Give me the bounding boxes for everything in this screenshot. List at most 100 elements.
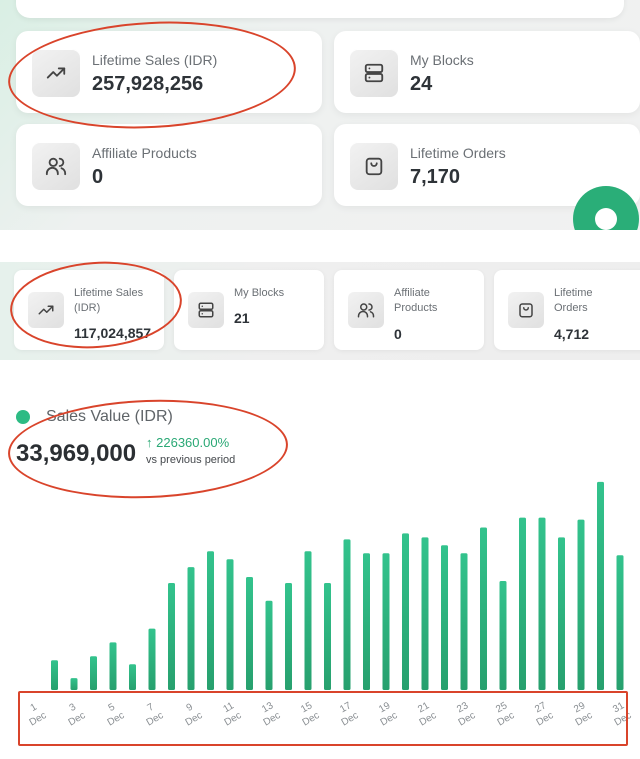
card-lifetime-orders[interactable]: Lifetime Orders 7,170: [334, 124, 640, 206]
tick-day: 23: [455, 700, 471, 715]
chart-bar[interactable]: [187, 567, 195, 690]
tick-month: Dec: [28, 710, 49, 728]
change-note: vs previous period: [146, 454, 236, 466]
tick-month: Dec: [106, 710, 127, 728]
chart-bar[interactable]: [441, 545, 448, 690]
card-affiliate-products[interactable]: Affiliate Products 0: [16, 124, 322, 206]
tick-day: 13: [260, 700, 276, 715]
card-value: 0: [92, 166, 104, 188]
card-lifetime-sales[interactable]: Lifetime Sales (IDR) 117,024,857: [14, 270, 164, 350]
card-label: My Blocks: [234, 287, 285, 299]
card-my-blocks[interactable]: My Blocks 21: [174, 270, 324, 350]
card-value: 7,170: [410, 166, 461, 188]
chart-bar[interactable]: [265, 600, 273, 690]
card-value: 24: [410, 73, 433, 95]
chart-bar[interactable]: [148, 628, 156, 690]
users-icon: [348, 292, 384, 328]
chart-bar[interactable]: [382, 553, 390, 690]
chart-bar[interactable]: [597, 481, 604, 690]
chart-bar[interactable]: [480, 527, 487, 691]
tick-month: Dec: [145, 710, 166, 728]
chart-bar[interactable]: [51, 660, 58, 690]
tick-day: 15: [299, 700, 315, 715]
chart-bar[interactable]: [577, 519, 585, 690]
chart-bar[interactable]: [304, 551, 312, 690]
tick-day: 1: [29, 701, 40, 714]
chart-bar[interactable]: [324, 583, 331, 690]
card-label: Lifetime Orders: [554, 287, 593, 314]
card-value: 4,712: [554, 326, 590, 342]
tick-day: 9: [185, 701, 196, 714]
sales-bar-chart: 1Dec3Dec5Dec7Dec9Dec11Dec13Dec15Dec17Dec…: [28, 481, 633, 728]
chart-bar[interactable]: [519, 517, 526, 690]
card-value: 0: [394, 326, 402, 342]
tick-day: 31: [611, 700, 627, 715]
tick-day: 29: [572, 700, 588, 715]
card-value: 117,024,857: [74, 325, 152, 341]
chart-bar[interactable]: [285, 583, 292, 690]
card-label: Affiliate Products: [394, 287, 438, 314]
legend-dot: [16, 410, 30, 424]
shopping-bag-icon: [350, 142, 398, 190]
tick-day: 27: [533, 700, 549, 715]
tick-day: 17: [338, 700, 354, 715]
sales-total-value: 33,969,000: [16, 440, 137, 467]
change-indicator: ↑ 226360.00%: [146, 435, 229, 450]
chart-bar[interactable]: [129, 664, 136, 690]
chart-bar[interactable]: [616, 555, 624, 690]
chart-bar[interactable]: [421, 537, 429, 690]
chart-bar[interactable]: [499, 581, 507, 690]
card-label: Lifetime Sales (IDR): [74, 287, 144, 314]
top-card-edge: [16, 0, 624, 18]
tick-day: 21: [416, 700, 432, 715]
chart-bar[interactable]: [538, 517, 546, 690]
tick-day: 19: [377, 700, 393, 715]
users-icon: [32, 142, 80, 190]
chart-bar[interactable]: [343, 539, 351, 690]
card-label: My Blocks: [410, 52, 474, 68]
chart-bar[interactable]: [109, 642, 117, 690]
tick-day: 25: [494, 700, 510, 715]
chart-bar[interactable]: [363, 553, 370, 690]
tick-month: Dec: [184, 710, 205, 728]
card-value: 21: [234, 310, 250, 326]
chart-bar[interactable]: [207, 551, 214, 690]
chart-bar[interactable]: [168, 583, 175, 690]
card-lifetime-sales[interactable]: Lifetime Sales (IDR) 257,928,256: [16, 31, 322, 113]
stats-panel-large: Lifetime Sales (IDR) 257,928,256 My Bloc…: [0, 0, 640, 230]
tick-day: 5: [107, 701, 118, 714]
chart-bar[interactable]: [90, 656, 97, 690]
tick-day: 3: [68, 701, 79, 714]
card-affiliate-products[interactable]: Affiliate Products 0: [334, 270, 484, 350]
card-my-blocks[interactable]: My Blocks 24: [334, 31, 640, 113]
chart-bar[interactable]: [402, 533, 409, 690]
card-label: Lifetime Orders: [410, 145, 506, 161]
chart-bar[interactable]: [226, 559, 234, 690]
chart-bar[interactable]: [246, 577, 253, 690]
chart-bar[interactable]: [70, 678, 78, 690]
chart-bar[interactable]: [558, 537, 565, 690]
stats-panel-small: Lifetime Sales (IDR) 117,024,857 My Bloc…: [0, 262, 640, 360]
trend-up-icon: [32, 49, 80, 97]
card-lifetime-orders[interactable]: Lifetime Orders 4,712: [494, 270, 640, 350]
chart-title: Sales Value (IDR): [46, 408, 173, 425]
shopping-bag-icon: [508, 292, 544, 328]
blocks-icon: [350, 49, 398, 97]
card-label: Lifetime Sales (IDR): [92, 52, 218, 68]
blocks-icon: [188, 292, 224, 328]
card-label: Affiliate Products: [92, 145, 197, 161]
chart-bar[interactable]: [460, 553, 468, 690]
